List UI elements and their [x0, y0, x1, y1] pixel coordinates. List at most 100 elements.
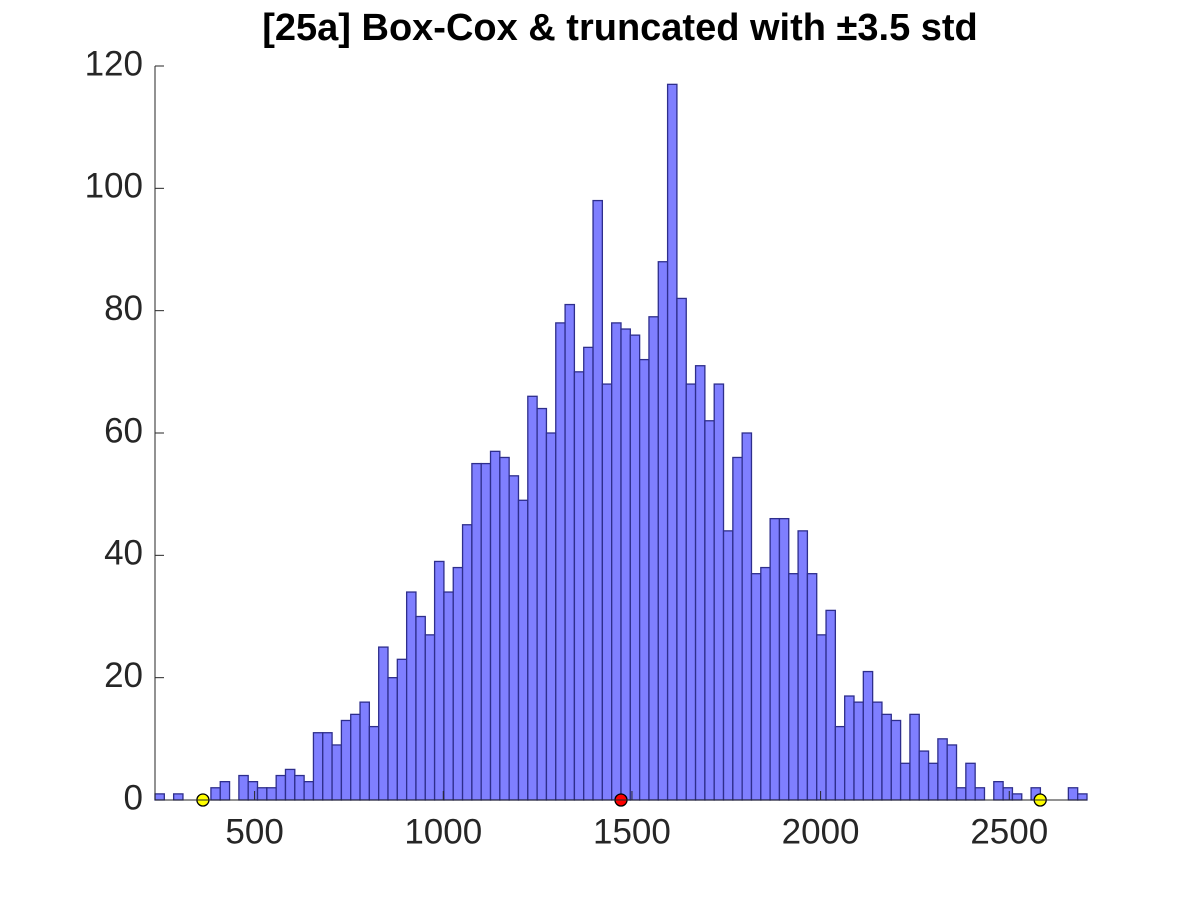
- bar: [750, 573, 762, 801]
- bar: [303, 781, 315, 801]
- bar: [452, 566, 464, 801]
- bar: [704, 420, 715, 801]
- bar: [853, 701, 864, 801]
- bar: [816, 634, 827, 801]
- bar: [974, 787, 986, 801]
- x-tick-label: 1000: [404, 812, 482, 851]
- bar: [238, 774, 249, 801]
- x-tick-label: 1500: [593, 812, 671, 851]
- bar: [666, 83, 678, 801]
- bar: [769, 517, 781, 801]
- bar: [694, 365, 706, 801]
- x-tick-label: 500: [225, 812, 283, 851]
- bar: [1011, 793, 1023, 801]
- bar: [517, 499, 529, 801]
- bar: [918, 750, 930, 801]
- bar: [489, 450, 501, 801]
- bar: [955, 787, 967, 801]
- bar: [629, 334, 641, 801]
- bar: [415, 615, 426, 801]
- bar: [993, 781, 1004, 801]
- bar: [927, 762, 939, 801]
- bar: [601, 383, 613, 801]
- y-tick-label: 20: [104, 656, 143, 695]
- bar: [172, 793, 184, 801]
- bar: [611, 322, 622, 801]
- bar: [844, 695, 855, 801]
- bar: [247, 781, 259, 801]
- bar: [871, 701, 883, 801]
- bar: [722, 530, 734, 801]
- bar: [825, 609, 837, 801]
- bar: [387, 677, 398, 801]
- bar: [834, 725, 846, 801]
- bar: [899, 762, 911, 801]
- bar: [797, 530, 809, 801]
- y-tick-label: 60: [104, 411, 143, 450]
- y-tick-label: 120: [85, 44, 143, 83]
- bar: [350, 713, 361, 801]
- bar: [657, 261, 669, 801]
- bar: [154, 793, 165, 801]
- bar: [284, 768, 296, 801]
- bar: [378, 646, 389, 801]
- bar: [583, 346, 594, 801]
- bar: [396, 658, 408, 801]
- bar: [480, 462, 492, 801]
- bar: [312, 732, 324, 801]
- y-tick-label: 80: [104, 289, 143, 328]
- bar: [294, 774, 305, 801]
- bar: [648, 316, 659, 801]
- y-tick-label: 40: [104, 534, 143, 573]
- bar: [266, 787, 277, 801]
- bar: [909, 713, 920, 801]
- bar: [713, 383, 725, 801]
- bar: [368, 725, 380, 801]
- bar: [1067, 787, 1079, 801]
- bar: [778, 517, 790, 801]
- bar: [1077, 793, 1088, 801]
- bar: [676, 297, 687, 801]
- bar: [545, 432, 557, 801]
- y-tick-label: 0: [124, 778, 143, 817]
- bar: [256, 787, 268, 801]
- bar: [965, 762, 976, 801]
- bar: [685, 383, 697, 801]
- y-tick-label: 100: [85, 167, 143, 206]
- bar: [760, 566, 771, 801]
- bar: [806, 573, 818, 801]
- bar: [443, 591, 454, 801]
- bar: [405, 591, 417, 801]
- bar: [322, 732, 333, 801]
- bar: [471, 462, 482, 801]
- bar: [573, 371, 585, 801]
- bar: [210, 787, 221, 801]
- bar: [788, 573, 799, 801]
- bar: [881, 713, 892, 801]
- bar: [564, 303, 576, 801]
- bar: [620, 328, 631, 801]
- x-tick-label: 2000: [782, 812, 860, 851]
- bar: [638, 358, 650, 801]
- chart-title: [25a] Box-Cox & truncated with ±3.5 std: [262, 7, 978, 49]
- bar: [1002, 787, 1014, 801]
- bar: [340, 719, 352, 801]
- bar: [461, 524, 473, 801]
- bar: [555, 322, 566, 801]
- bar: [359, 701, 371, 801]
- bar: [219, 781, 231, 801]
- bar: [433, 560, 445, 801]
- x-tick-label: 2500: [970, 812, 1048, 851]
- bar: [890, 719, 902, 801]
- bar: [508, 475, 520, 801]
- bar: [946, 744, 958, 801]
- bar: [732, 456, 743, 801]
- bar: [741, 432, 753, 801]
- bar: [862, 670, 874, 801]
- bar: [499, 456, 510, 801]
- bar: [331, 744, 343, 801]
- bar: [424, 634, 436, 801]
- bar: [275, 774, 287, 801]
